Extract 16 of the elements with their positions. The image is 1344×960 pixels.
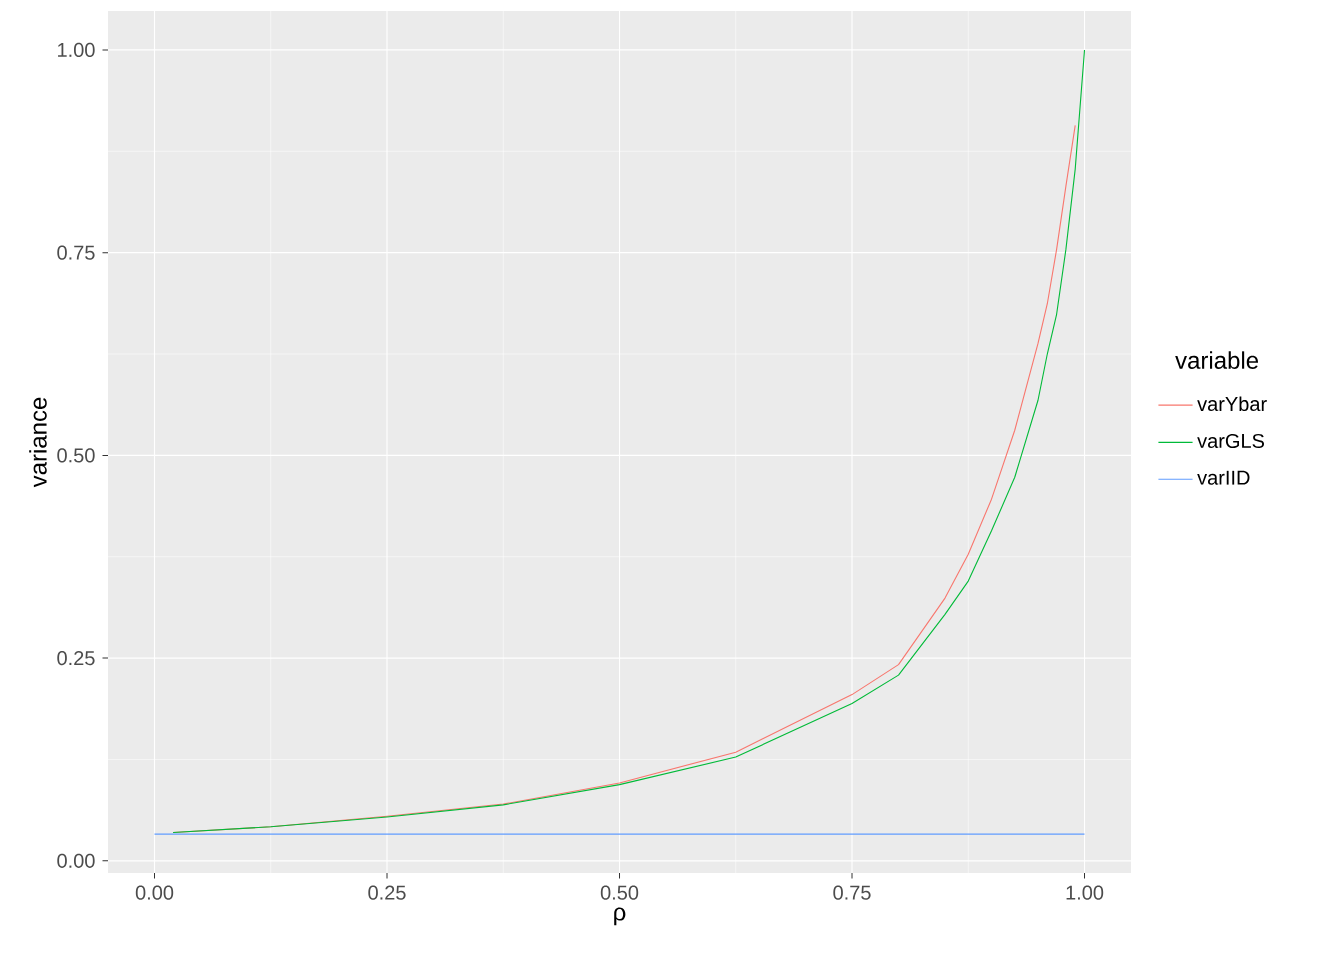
legend-label: varIID bbox=[1197, 470, 1250, 485]
y-tick-label: 0.75 bbox=[57, 245, 95, 260]
y-axis-title: variance bbox=[29, 397, 47, 488]
x-tick-label: 0.00 bbox=[135, 885, 174, 900]
legend-title: variable bbox=[1175, 351, 1259, 369]
x-tick-label: 0.25 bbox=[368, 885, 406, 900]
x-tick-label: 1.00 bbox=[1066, 885, 1104, 900]
y-tick-label: 0.25 bbox=[57, 651, 95, 666]
y-tick-label: 1.00 bbox=[58, 42, 95, 57]
x-axis-title: ρ bbox=[614, 907, 626, 926]
x-tick-label: 0.50 bbox=[600, 885, 639, 900]
y-tick-label: 0.00 bbox=[57, 853, 95, 868]
x-tick-label: 0.75 bbox=[833, 885, 871, 900]
legend-label: varGLS bbox=[1197, 433, 1264, 449]
legend-label: varYbar bbox=[1197, 396, 1267, 412]
y-tick-label: 0.50 bbox=[57, 448, 95, 463]
